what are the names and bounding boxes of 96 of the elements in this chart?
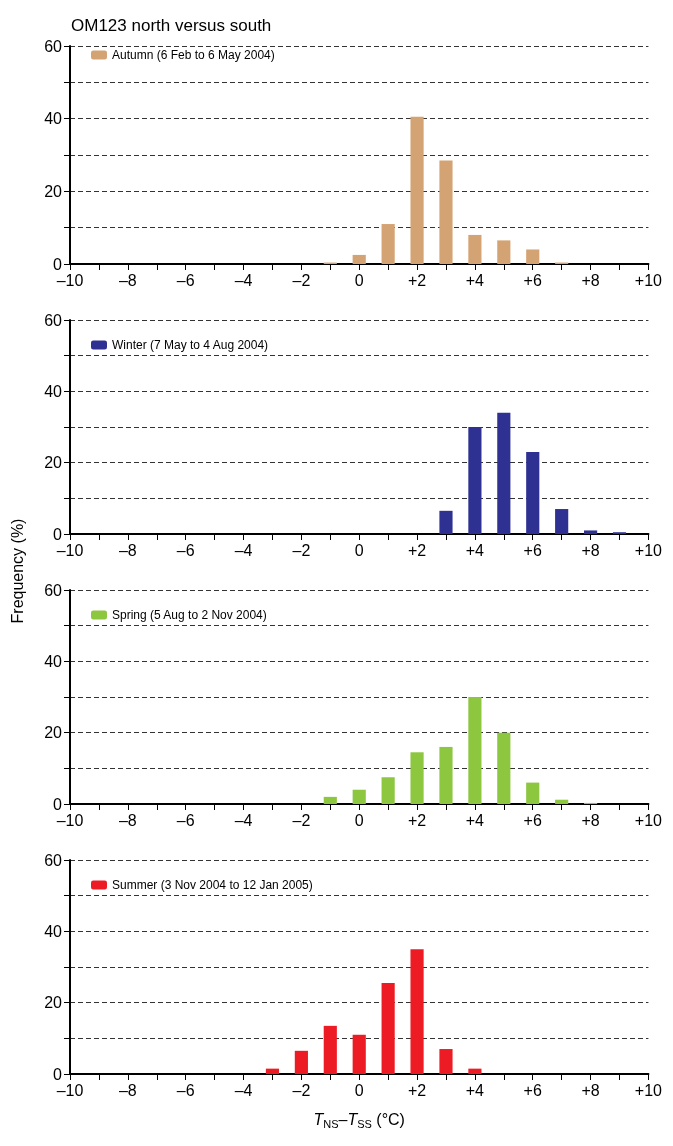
bar bbox=[526, 249, 540, 264]
bar bbox=[439, 510, 453, 534]
bar bbox=[497, 732, 511, 804]
legend-label: Autumn (6 Feb to 6 May 2004) bbox=[112, 48, 275, 62]
x-tick-label: +2 bbox=[407, 271, 427, 289]
legend-label: Spring (5 Aug to 2 Nov 2004) bbox=[112, 608, 267, 622]
x-tick-label: –2 bbox=[292, 811, 311, 829]
bar bbox=[439, 160, 453, 264]
x-tick-label: –8 bbox=[118, 1081, 137, 1099]
x-tick-label: –4 bbox=[234, 1081, 253, 1099]
bar bbox=[468, 697, 482, 804]
x-tick-label: –6 bbox=[176, 541, 195, 559]
bar bbox=[497, 240, 511, 264]
y-tick-label: 40 bbox=[44, 652, 63, 670]
bar bbox=[468, 427, 482, 534]
bar bbox=[323, 796, 337, 804]
y-tick-label: 40 bbox=[44, 382, 63, 400]
y-axis-title: Frequency (%) bbox=[9, 517, 27, 626]
x-tick-label: +4 bbox=[465, 271, 485, 289]
bar bbox=[352, 254, 366, 264]
x-tick-label: 0 bbox=[354, 1081, 364, 1099]
y-tick-label: 20 bbox=[44, 454, 63, 472]
y-tick-label: 40 bbox=[44, 110, 63, 128]
x-tick-label: –2 bbox=[292, 271, 311, 289]
x-tick-label: +6 bbox=[523, 541, 542, 559]
x-tick-label: 0 bbox=[354, 541, 364, 559]
x-tick-label: –10 bbox=[56, 1081, 84, 1099]
bar bbox=[352, 1034, 366, 1074]
bar bbox=[439, 1049, 453, 1074]
bar bbox=[526, 451, 540, 534]
x-tick-label: –2 bbox=[292, 1081, 311, 1099]
y-tick-label: 40 bbox=[44, 922, 63, 940]
bar bbox=[265, 1068, 280, 1074]
bar bbox=[468, 234, 482, 264]
bar bbox=[497, 412, 511, 534]
legend-label: Summer (3 Nov 2004 to 12 Jan 2005) bbox=[112, 878, 313, 892]
x-tick-label: +8 bbox=[581, 541, 600, 559]
x-tick-label: +10 bbox=[634, 1081, 663, 1099]
x-tick-label: –6 bbox=[176, 811, 195, 829]
x-tick-label: –10 bbox=[56, 541, 84, 559]
x-tick-label: +10 bbox=[634, 811, 663, 829]
y-tick-label: 20 bbox=[44, 724, 63, 742]
x-tick-label: +8 bbox=[581, 811, 600, 829]
bar bbox=[468, 1068, 482, 1074]
y-tick-label: 60 bbox=[44, 851, 63, 869]
y-tick-label: 0 bbox=[53, 795, 63, 813]
y-tick-label: 60 bbox=[44, 581, 63, 599]
x-tick-label: +4 bbox=[465, 1081, 485, 1099]
x-tick-label: +2 bbox=[407, 541, 427, 559]
bar bbox=[410, 116, 424, 264]
x-tick-label: +10 bbox=[634, 541, 663, 559]
x-tick-label: –8 bbox=[118, 541, 137, 559]
x-tick-label: –6 bbox=[176, 271, 195, 289]
chart-title: OM123 north versus south bbox=[71, 16, 272, 35]
x-tick-label: +4 bbox=[465, 811, 485, 829]
bar bbox=[526, 782, 540, 804]
x-tick-label: +6 bbox=[523, 811, 542, 829]
x-tick-label: –4 bbox=[234, 541, 253, 559]
x-tick-label: –4 bbox=[234, 271, 253, 289]
bar bbox=[381, 224, 395, 264]
bar bbox=[584, 530, 598, 534]
x-tick-label: +10 bbox=[634, 271, 663, 289]
y-tick-label: 0 bbox=[53, 525, 63, 543]
bar bbox=[381, 777, 395, 804]
x-tick-label: +2 bbox=[407, 811, 427, 829]
bar bbox=[555, 509, 569, 534]
y-tick-label: 20 bbox=[44, 994, 63, 1012]
y-tick-label: 60 bbox=[44, 311, 63, 329]
x-tick-label: 0 bbox=[354, 811, 364, 829]
x-tick-label: –8 bbox=[118, 811, 137, 829]
x-tick-label: +8 bbox=[581, 1081, 600, 1099]
x-tick-label: +6 bbox=[523, 271, 542, 289]
x-tick-label: +2 bbox=[407, 1081, 427, 1099]
bar bbox=[323, 1025, 337, 1074]
x-tick-label: –2 bbox=[292, 541, 311, 559]
legend-label: Winter (7 May to 4 Aug 2004) bbox=[112, 338, 269, 352]
x-tick-label: +6 bbox=[523, 1081, 542, 1099]
bar bbox=[294, 1050, 308, 1074]
x-tick-label: –4 bbox=[234, 811, 253, 829]
x-tick-label: –10 bbox=[56, 271, 84, 289]
y-tick-label: 60 bbox=[44, 37, 63, 55]
bar bbox=[352, 789, 366, 804]
x-tick-label: 0 bbox=[354, 271, 364, 289]
y-tick-label: 0 bbox=[53, 255, 63, 273]
x-tick-label: +8 bbox=[581, 271, 600, 289]
y-tick-label: 20 bbox=[44, 182, 63, 200]
x-tick-label: –10 bbox=[56, 811, 84, 829]
bar bbox=[439, 746, 453, 804]
x-tick-label: –6 bbox=[176, 1081, 195, 1099]
bar bbox=[381, 983, 395, 1074]
bar bbox=[410, 949, 424, 1074]
y-tick-label: 0 bbox=[53, 1065, 63, 1083]
x-tick-label: +4 bbox=[465, 541, 485, 559]
bar bbox=[555, 799, 569, 804]
x-tick-label: –8 bbox=[118, 271, 137, 289]
bar bbox=[410, 752, 424, 804]
